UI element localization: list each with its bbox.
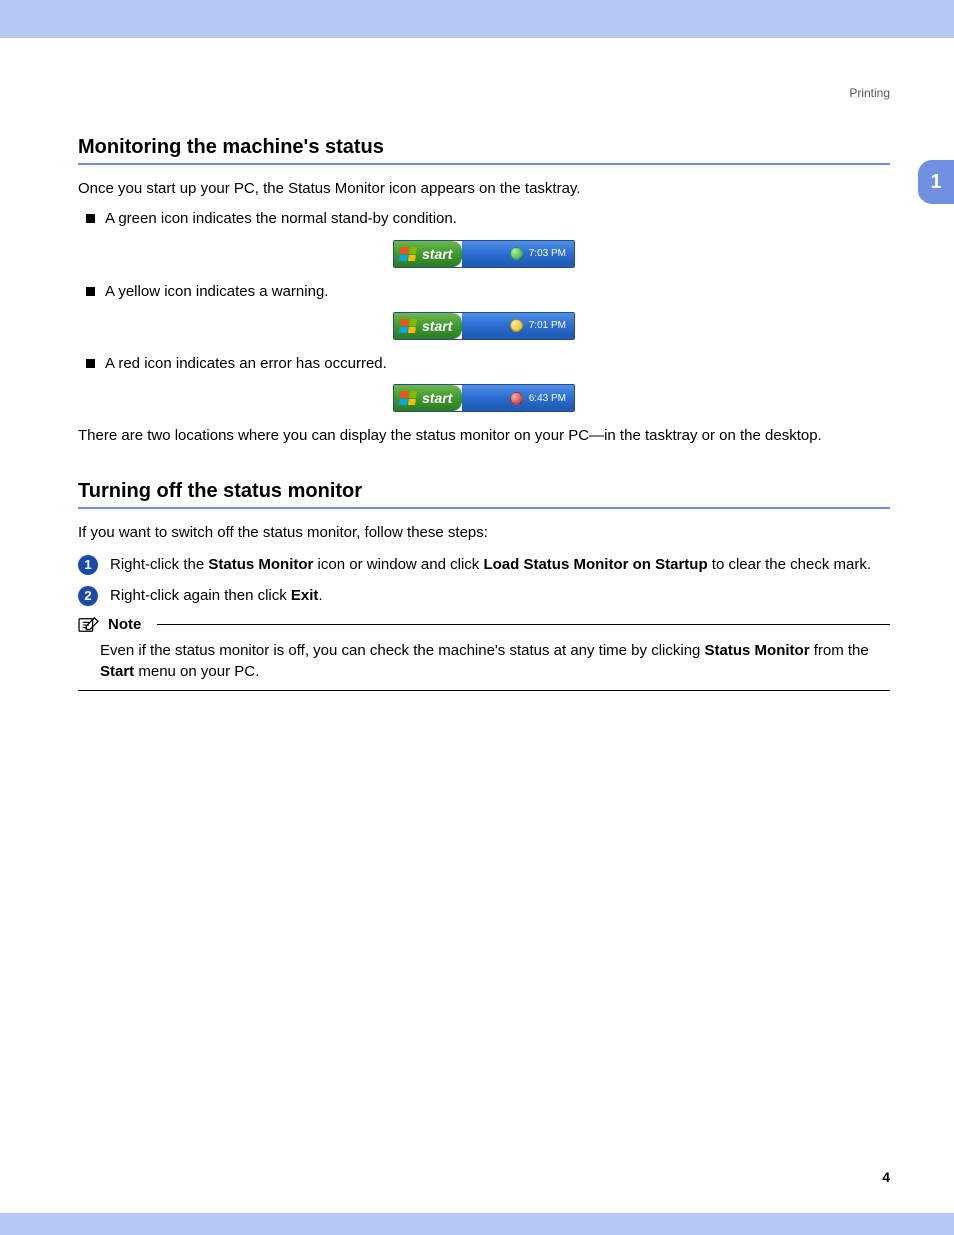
- note-block: Note Even if the status monitor is off, …: [78, 616, 890, 691]
- bottom-color-bar: [0, 1213, 954, 1235]
- step-number-icon: 1: [78, 555, 98, 575]
- start-label: start: [422, 246, 452, 262]
- step-text: Right-click again then click Exit.: [110, 585, 323, 606]
- taskbar: start 7:03 PM: [393, 240, 575, 268]
- windows-logo-icon: [399, 247, 417, 261]
- status-monitor-yellow-icon: [510, 319, 523, 332]
- taskbar: start 7:01 PM: [393, 312, 575, 340]
- note-header: Note: [78, 616, 890, 634]
- taskbar-figure: start 7:03 PM: [78, 240, 890, 268]
- taskbar-figure: start 6:43 PM: [78, 384, 890, 412]
- section1-outro: There are two locations where you can di…: [78, 426, 890, 446]
- windows-logo-icon: [399, 391, 417, 405]
- start-label: start: [422, 318, 452, 334]
- note-label: Note: [108, 616, 141, 633]
- step-number: 1: [84, 557, 91, 572]
- start-label: start: [422, 390, 452, 406]
- note-body: Even if the status monitor is off, you c…: [100, 640, 890, 682]
- chapter-number: 1: [930, 171, 941, 194]
- section2: Turning off the status monitor If you wa…: [78, 480, 890, 690]
- bullet-square-icon: [86, 359, 95, 368]
- step-2: 2 Right-click again then click Exit.: [78, 585, 890, 606]
- chapter-tab: 1: [918, 160, 954, 204]
- tray-clock: 7:03 PM: [529, 248, 566, 259]
- bullet-text: A green icon indicates the normal stand-…: [105, 209, 457, 229]
- system-tray: 7:03 PM: [462, 241, 574, 267]
- header-section-label: Printing: [849, 86, 890, 100]
- section2-rule: [78, 507, 890, 509]
- taskbar: start 6:43 PM: [393, 384, 575, 412]
- page-content: Monitoring the machine's status Once you…: [78, 136, 890, 691]
- note-pencil-icon: [78, 616, 100, 634]
- section1-title: Monitoring the machine's status: [78, 136, 890, 159]
- status-monitor-green-icon: [510, 247, 523, 260]
- bullet-text: A red icon indicates an error has occurr…: [105, 354, 387, 374]
- status-monitor-red-icon: [510, 392, 523, 405]
- section1-rule: [78, 163, 890, 165]
- tray-clock: 6:43 PM: [529, 393, 566, 404]
- step-number: 2: [84, 588, 91, 603]
- bullet-square-icon: [86, 214, 95, 223]
- bullet-row: A red icon indicates an error has occurr…: [86, 354, 890, 374]
- top-color-bar: [0, 0, 954, 38]
- note-bottom-line: [78, 690, 890, 691]
- start-button: start: [394, 241, 462, 267]
- bullet-text: A yellow icon indicates a warning.: [105, 282, 328, 302]
- taskbar-figure: start 7:01 PM: [78, 312, 890, 340]
- note-header-line: [157, 624, 890, 625]
- section2-intro: If you want to switch off the status mon…: [78, 523, 890, 543]
- system-tray: 7:01 PM: [462, 313, 574, 339]
- start-button: start: [394, 385, 462, 411]
- section1-intro: Once you start up your PC, the Status Mo…: [78, 179, 890, 199]
- step-text: Right-click the Status Monitor icon or w…: [110, 554, 871, 575]
- bullet-row: A yellow icon indicates a warning.: [86, 282, 890, 302]
- bullet-square-icon: [86, 287, 95, 296]
- windows-logo-icon: [399, 319, 417, 333]
- bullet-row: A green icon indicates the normal stand-…: [86, 209, 890, 229]
- step-1: 1 Right-click the Status Monitor icon or…: [78, 554, 890, 575]
- page-number: 4: [882, 1169, 890, 1185]
- tray-clock: 7:01 PM: [529, 320, 566, 331]
- system-tray: 6:43 PM: [462, 385, 574, 411]
- start-button: start: [394, 313, 462, 339]
- step-number-icon: 2: [78, 586, 98, 606]
- section2-title: Turning off the status monitor: [78, 480, 890, 503]
